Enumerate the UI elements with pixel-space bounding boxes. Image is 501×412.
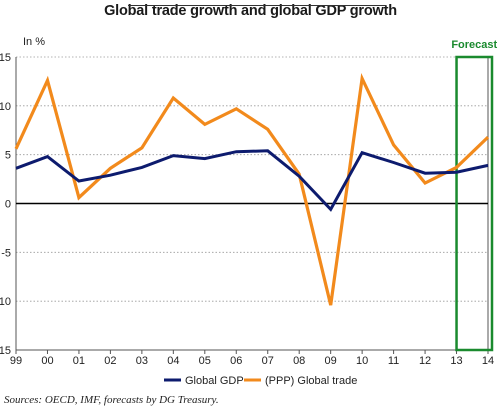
x-tick-label: 13 [450,355,462,367]
x-tick-label: 01 [73,355,85,367]
y-tick-label: -10 [0,296,11,308]
x-tick-label: 03 [136,355,148,367]
series-line-global-gdp [15,149,489,212]
legend-global-gdp-label: Global GDP [185,375,244,387]
x-tick-label: 12 [419,355,431,367]
source-note: Sources: OECD, IMF, forecasts by DG Trea… [4,394,219,406]
x-tick-label: 99 [10,355,22,367]
y-tick-label: -5 [1,247,11,259]
y-tick-label: 15 [0,52,11,64]
x-tick-label: 10 [356,355,368,367]
x-tick-label: 07 [262,355,274,367]
x-tick-label: 11 [388,355,399,367]
y-axis-label: In % [23,36,45,48]
series-line-global-trade [14,72,490,306]
forecast-box [455,55,494,352]
chart-title: Global trade growth and global GDP growt… [104,3,397,19]
y-tick-label: 5 [5,150,11,162]
y-tick-label: -15 [0,345,11,357]
x-tick-label: 05 [199,355,211,367]
legend-global-trade-label: (PPP) Global trade [265,375,357,387]
forecast-label: Forecast [451,39,497,51]
x-tick-label: 09 [325,355,337,367]
title-underline [128,5,386,6]
y-tick-label: 10 [0,101,11,113]
y-tick-label: 0 [5,199,11,211]
x-tick-label: 08 [293,355,305,367]
x-tick-label: 06 [230,355,242,367]
x-tick-label: 04 [167,355,179,367]
x-tick-label: 02 [104,355,116,367]
x-tick-label: 00 [41,355,53,367]
x-tick-label: 14 [482,355,494,367]
